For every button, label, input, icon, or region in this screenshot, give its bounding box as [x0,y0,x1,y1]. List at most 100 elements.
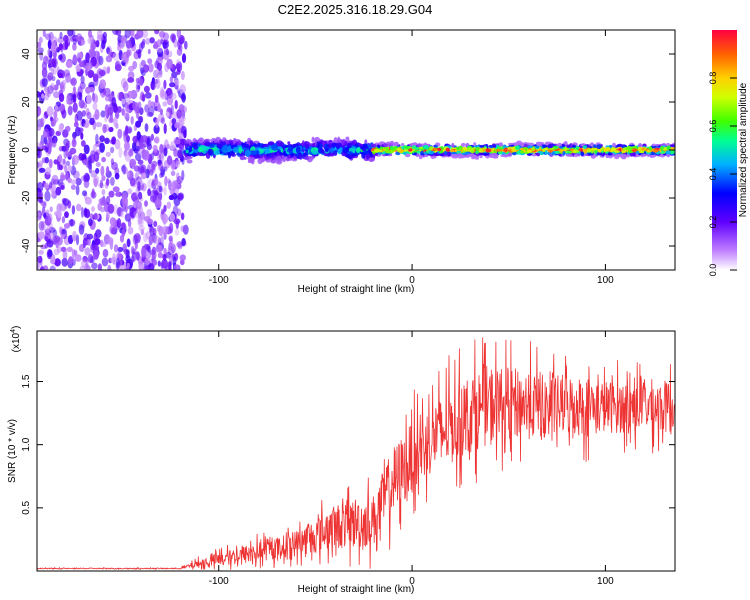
noise-cell [119,265,125,270]
x-tick-label: 100 [597,275,614,286]
band-cell [213,150,220,156]
noise-cell [120,35,125,43]
noise-cell [173,264,180,270]
noise-cell [81,110,87,117]
noise-cell [180,225,186,232]
noise-cell [141,135,148,143]
noise-cell [61,216,66,224]
noise-cell [41,93,45,99]
noise-cell [85,174,91,182]
line-cell [423,154,429,158]
noise-cell [82,190,87,197]
noise-cell [49,181,53,189]
noise-cell [106,166,110,175]
noise-cell [47,39,52,50]
band-cell [233,137,237,144]
noise-cell [113,117,118,127]
noise-cell [161,213,169,224]
noise-cell [63,34,69,43]
noise-cell [93,249,99,260]
band-cell [276,151,280,157]
noise-cell [170,141,175,150]
line-cell [479,155,483,159]
noise-cell [58,182,65,189]
noise-cell [107,237,114,245]
line-cell [446,151,452,157]
band-cell [198,151,203,157]
line-cell [565,150,572,154]
noise-cell [113,104,118,113]
noise-cell [141,93,146,102]
noise-cell [154,94,159,103]
noise-cell [68,256,74,265]
noise-cell [166,87,173,99]
noise-cell [110,158,114,166]
y-tick-label: -40 [21,238,32,253]
line-cell [573,149,580,153]
noise-cell [38,160,44,167]
noise-cell [47,144,52,155]
noise-cell [44,235,49,242]
band-cell [244,143,250,149]
noise-cell [72,38,77,45]
noise-cell [40,265,45,270]
line-cell [439,150,444,154]
line-cell [588,143,594,147]
noise-cell [163,147,168,157]
noise-cell [151,163,156,171]
band-cell [271,144,278,151]
y-tick-label: 20 [21,96,32,108]
noise-cell [170,104,174,115]
noise-cell [124,213,132,222]
line-cell [451,151,457,155]
noise-cell [93,212,98,220]
noise-cell [154,198,162,209]
noise-cell [113,244,119,253]
band-cell [220,140,224,148]
noise-cell [176,109,182,119]
noise-cell [132,135,139,143]
band-cell [251,150,258,156]
line-cell [460,142,466,148]
line-cell [570,148,575,151]
noise-cell [171,71,178,79]
noise-cell [37,262,40,270]
noise-cell [44,147,49,153]
noise-cell [150,133,154,141]
noise-cell [50,82,55,91]
noise-cell [168,194,175,201]
noise-cell [49,231,55,242]
noise-cell [72,230,77,242]
noise-cell [109,217,116,226]
noise-cell [100,110,106,118]
line-cell [591,147,597,151]
noise-cell [45,209,50,217]
line-cell [483,152,490,156]
noise-cell [66,246,73,253]
noise-cell [64,211,69,219]
noise-cell [86,94,92,105]
noise-cell [140,228,145,236]
line-cell [416,143,423,148]
noise-cell [47,72,53,81]
noise-cell [86,111,92,120]
band-cell [298,153,303,160]
noise-cell [160,165,166,176]
noise-cell [143,265,150,270]
line-cell [458,145,463,151]
snr-x-label: Height of straight line (km) [298,584,415,595]
noise-cell [100,242,107,248]
noise-cell [153,220,158,227]
colorbar-label: Normalized spectral amplitude [738,82,749,217]
noise-cell [156,62,163,71]
noise-cell [133,200,138,207]
noise-cell [112,253,116,263]
band-cell [238,146,243,154]
noise-cell [143,85,150,93]
noise-cell [159,143,164,154]
noise-cell [174,159,181,165]
noise-cell [161,151,164,163]
noise-cell [80,132,84,140]
noise-cell [99,179,103,189]
band-cell [186,138,190,143]
